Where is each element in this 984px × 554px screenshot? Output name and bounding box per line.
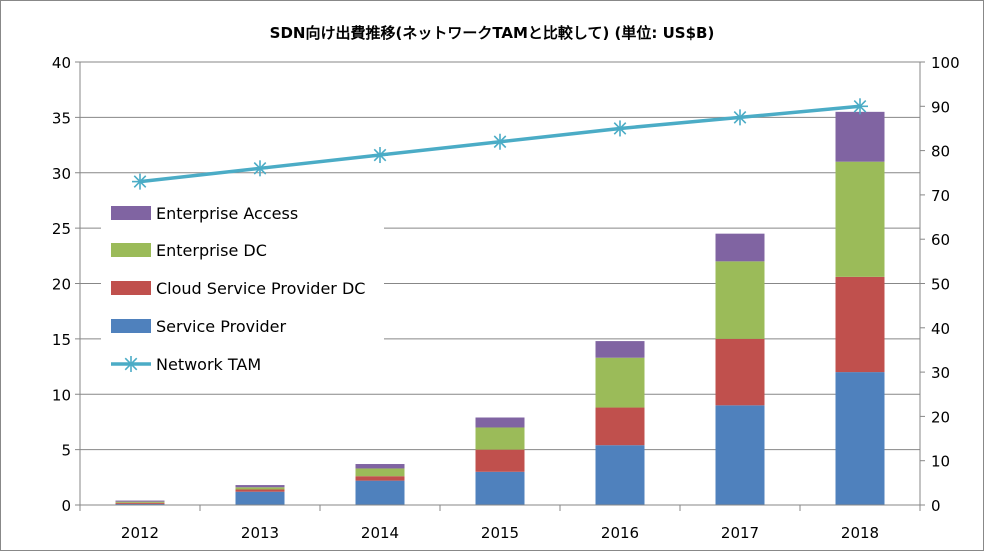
y-left-tick-label: 20 — [52, 276, 71, 294]
y-left-tick-label: 15 — [52, 331, 71, 349]
y-right-tick-label: 80 — [931, 143, 950, 161]
legend-item: Cloud Service Provider DC — [111, 279, 365, 298]
y-right-tick-label: 20 — [931, 408, 950, 426]
bar-segment — [715, 405, 765, 505]
bar-segment — [595, 357, 645, 408]
legend-item: Enterprise DC — [111, 241, 267, 260]
network-tam-point — [372, 147, 388, 164]
y-left-tick-label: 25 — [52, 220, 71, 238]
bar-segment — [595, 407, 645, 446]
bar-segment — [115, 502, 165, 504]
network-tam-line-group — [132, 98, 868, 190]
y-right-tick-label: 30 — [931, 364, 950, 382]
legend-marker — [123, 356, 139, 372]
bar-segment — [835, 276, 885, 373]
y-left-tick-label: 35 — [52, 109, 71, 127]
network-tam-point — [732, 109, 748, 126]
y-right-tick-label: 90 — [931, 98, 950, 116]
network-tam-point — [132, 173, 148, 190]
bar-segment — [355, 464, 405, 469]
y-right-tick-label: 50 — [931, 276, 950, 294]
network-tam-point — [852, 98, 868, 115]
x-tick-label: 2014 — [361, 524, 399, 542]
legend-swatch — [111, 281, 151, 295]
bar-segment — [475, 449, 525, 472]
bar-segment — [235, 491, 285, 505]
y-right-tick-label: 40 — [931, 320, 950, 338]
y-right-tick-label: 60 — [931, 231, 950, 249]
bar-segment — [235, 489, 285, 492]
bar-segment — [355, 480, 405, 505]
x-tick-label: 2012 — [121, 524, 159, 542]
y-right-tick-label: 0 — [931, 497, 941, 515]
bar-segment — [595, 445, 645, 505]
axes — [75, 61, 925, 511]
legend-label: Cloud Service Provider DC — [156, 279, 365, 298]
legend-item: Service Provider — [111, 317, 287, 336]
bar-segment — [595, 341, 645, 358]
bar-segment — [835, 161, 885, 277]
bar-segment — [715, 233, 765, 262]
network-tam-point — [492, 133, 508, 150]
bar-segment — [355, 476, 405, 481]
y-left-tick-label: 30 — [52, 165, 71, 183]
bar-segment — [355, 468, 405, 477]
bar-segment — [115, 503, 165, 505]
tick-labels: 0 5 10 15 20 25 30 35 40 0 10 20 30 40 50 60 70 80 90 100 20… — [52, 54, 960, 542]
legend-label: Enterprise Access — [156, 204, 298, 223]
x-tick-label: 2018 — [841, 524, 879, 542]
y-left-tick-label: 0 — [61, 497, 71, 515]
legend-swatch — [111, 243, 151, 257]
x-tick-label: 2017 — [721, 524, 759, 542]
x-tick-label: 2015 — [481, 524, 519, 542]
legend-item: Network TAM — [111, 355, 261, 374]
legend-label: Enterprise DC — [156, 241, 267, 260]
bar-segment — [475, 471, 525, 505]
bar-segment — [235, 485, 285, 488]
y-right-tick-label: 100 — [931, 54, 960, 72]
legend-swatch — [111, 206, 151, 220]
chart-title: SDN向け出費推移(ネットワークTAMと比較して) (単位: US$B) — [270, 24, 715, 42]
legend: Enterprise Access Enterprise DC Cloud Serv… — [101, 197, 384, 383]
y-left-tick-label: 5 — [61, 442, 71, 460]
y-left-tick-label: 10 — [52, 386, 71, 404]
network-tam-point — [252, 160, 268, 177]
legend-label: Network TAM — [156, 355, 261, 374]
bar-segment — [475, 427, 525, 450]
y-left-tick-label: 40 — [52, 54, 71, 72]
bar-segment — [715, 261, 765, 339]
legend-label: Service Provider — [156, 317, 287, 336]
network-tam-point — [612, 120, 628, 137]
bar-segment — [475, 417, 525, 428]
bar-segment — [235, 487, 285, 490]
bar-segment — [715, 338, 765, 406]
bar-segment — [115, 501, 165, 503]
bar-segments — [115, 111, 885, 505]
x-tick-label: 2016 — [601, 524, 639, 542]
y-right-tick-label: 10 — [931, 453, 950, 471]
bar-segment — [835, 111, 885, 162]
bar-segment — [115, 500, 165, 502]
legend-swatch — [111, 319, 151, 333]
x-tick-label: 2013 — [241, 524, 279, 542]
y-right-tick-label: 70 — [931, 187, 950, 205]
legend-item: Enterprise Access — [111, 204, 298, 223]
bar-segment — [835, 372, 885, 505]
